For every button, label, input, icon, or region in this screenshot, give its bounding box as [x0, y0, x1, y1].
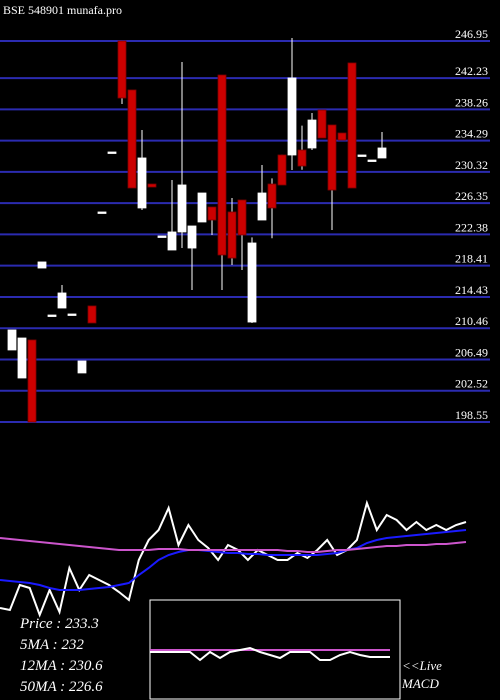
- candle-body: [207, 206, 217, 221]
- candle-body: [117, 40, 127, 99]
- candle-body: [87, 305, 97, 324]
- candle-body: [57, 292, 67, 309]
- y-tick-label: 246.95: [455, 27, 488, 41]
- macd-label: <<Live: [402, 658, 442, 673]
- candle-body: [297, 149, 307, 167]
- candle-body: [127, 89, 137, 189]
- series-line: [150, 646, 390, 662]
- y-tick-label: 222.38: [455, 220, 488, 234]
- stat-label: 50MA : 226.6: [20, 679, 103, 695]
- y-tick-label: 206.49: [455, 345, 488, 359]
- y-tick-label: 242.23: [455, 64, 488, 78]
- candle-body: [177, 184, 187, 233]
- candle-body: [217, 74, 227, 256]
- candle-body: [317, 109, 327, 139]
- candle-body: [267, 183, 277, 209]
- candle-body: [7, 329, 17, 351]
- candle-body: [327, 124, 337, 191]
- y-tick-label: 238.26: [455, 95, 488, 109]
- candle-body: [247, 242, 257, 323]
- candle-body: [367, 159, 377, 162]
- series-line: [0, 499, 467, 618]
- candle-body: [157, 235, 167, 238]
- candle-body: [307, 119, 317, 149]
- chart-title: BSE 548901 munafa.pro: [3, 3, 122, 17]
- y-tick-label: 234.29: [455, 127, 488, 141]
- candle-body: [337, 132, 347, 141]
- candle-body: [27, 339, 37, 423]
- macd-label: MACD: [401, 676, 439, 691]
- candle-body: [107, 151, 117, 154]
- candle-body: [67, 313, 77, 316]
- y-tick-label: 214.43: [455, 283, 488, 297]
- candle-body: [37, 261, 47, 269]
- y-tick-label: 230.32: [455, 158, 488, 172]
- candle-body: [347, 62, 357, 189]
- candle-body: [17, 337, 27, 379]
- y-tick-label: 226.35: [455, 189, 488, 203]
- y-tick-label: 218.41: [455, 252, 488, 266]
- candle-body: [147, 183, 157, 188]
- stat-label: 12MA : 230.6: [20, 658, 103, 674]
- candle-body: [137, 157, 147, 209]
- candle-body: [287, 77, 297, 156]
- series-line: [0, 529, 467, 591]
- candle-body: [257, 192, 267, 221]
- candle-body: [97, 211, 107, 214]
- candle-body: [197, 192, 207, 223]
- candle-body: [237, 199, 247, 236]
- y-tick-label: 202.52: [455, 377, 488, 391]
- series-line: [0, 537, 467, 553]
- candle-body: [77, 360, 87, 374]
- candle-body: [357, 154, 367, 157]
- candle-body: [227, 211, 237, 259]
- candle-body: [187, 225, 197, 249]
- stat-label: 5MA : 232: [20, 637, 84, 653]
- candle-body: [47, 314, 57, 317]
- y-tick-label: 210.46: [455, 314, 488, 328]
- candle-body: [277, 154, 287, 186]
- stat-label: Price : 233.3: [19, 616, 99, 632]
- y-tick-label: 198.55: [455, 408, 488, 422]
- candle-body: [167, 231, 177, 251]
- candle-body: [377, 147, 387, 159]
